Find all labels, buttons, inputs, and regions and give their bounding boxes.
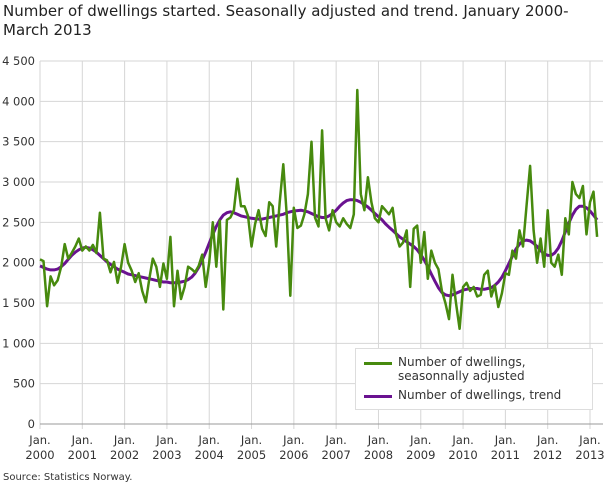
x-tick-label-year: 2013 xyxy=(575,448,604,462)
y-tick-label: 3 000 xyxy=(2,175,35,189)
series-lines xyxy=(39,88,599,331)
x-tick-label-year: 2011 xyxy=(491,448,520,462)
x-tick-label-year: 2005 xyxy=(237,448,266,462)
legend-swatch-seasonal xyxy=(364,362,392,365)
x-tick-label-month: Jan. xyxy=(494,433,516,447)
x-tick-label-month: Jan. xyxy=(28,433,50,447)
legend-label-seasonal: Number of dwellings, seasonnally adjuste… xyxy=(398,355,526,383)
x-tick-label-year: 2007 xyxy=(322,448,351,462)
legend-label-trend: Number of dwellings, trend xyxy=(398,388,562,402)
x-tick-label-month: Jan. xyxy=(451,433,473,447)
y-tick-label: 4 500 xyxy=(2,54,35,68)
legend-swatch-trend xyxy=(364,395,392,398)
x-tick-label-year: 2009 xyxy=(406,448,435,462)
x-tick-label-month: Jan. xyxy=(578,433,600,447)
y-tick-label: 0 xyxy=(28,417,35,431)
source-note: Source: Statistics Norway. xyxy=(3,472,133,483)
x-tick-label-year: 2000 xyxy=(25,448,54,462)
legend-item-trend: Number of dwellings, trend xyxy=(364,388,561,402)
y-tick-label: 1 000 xyxy=(2,336,35,350)
x-tick-label-year: 2008 xyxy=(364,448,393,462)
y-tick-label: 2 000 xyxy=(2,256,35,270)
x-tick-label-month: Jan. xyxy=(367,433,389,447)
x-tick-label-month: Jan. xyxy=(282,433,304,447)
y-tick-label: 2 500 xyxy=(2,215,35,229)
x-tick-label-month: Jan. xyxy=(155,433,177,447)
x-tick-label-month: Jan. xyxy=(409,433,431,447)
x-axis: Jan.2000Jan.2001Jan.2002Jan.2003Jan.2004… xyxy=(25,433,604,462)
x-tick-label-year: 2001 xyxy=(68,448,97,462)
x-tick-label-month: Jan. xyxy=(113,433,135,447)
x-tick-label-year: 2004 xyxy=(195,448,224,462)
y-axis: 0 500 1 000 1 500 2 000 2 500 3 000 3 500 4 000 4… xyxy=(2,54,35,431)
x-tick-label-month: Jan. xyxy=(240,433,262,447)
series-line-seasonally-adjusted xyxy=(39,88,599,331)
y-tick-label: 500 xyxy=(13,377,35,391)
legend: Number of dwellings, seasonnally adjuste… xyxy=(355,348,593,410)
x-tick-label-year: 2012 xyxy=(533,448,562,462)
x-tick-label-year: 2010 xyxy=(448,448,477,462)
y-tick-label: 1 500 xyxy=(2,296,35,310)
x-tick-label-year: 2002 xyxy=(110,448,139,462)
y-tick-label: 3 500 xyxy=(2,135,35,149)
x-tick-label-month: Jan. xyxy=(198,433,220,447)
legend-item-seasonal: Number of dwellings, seasonnally adjuste… xyxy=(364,355,578,383)
x-tick-label-month: Jan. xyxy=(71,433,93,447)
x-tick-label-month: Jan. xyxy=(324,433,346,447)
x-tick-label-month: Jan. xyxy=(536,433,558,447)
x-tick-label-year: 2006 xyxy=(279,448,308,462)
y-tick-label: 4 000 xyxy=(2,94,35,108)
chart-title: Number of dwellings started. Seasonally … xyxy=(3,2,569,39)
x-tick-label-year: 2003 xyxy=(152,448,181,462)
